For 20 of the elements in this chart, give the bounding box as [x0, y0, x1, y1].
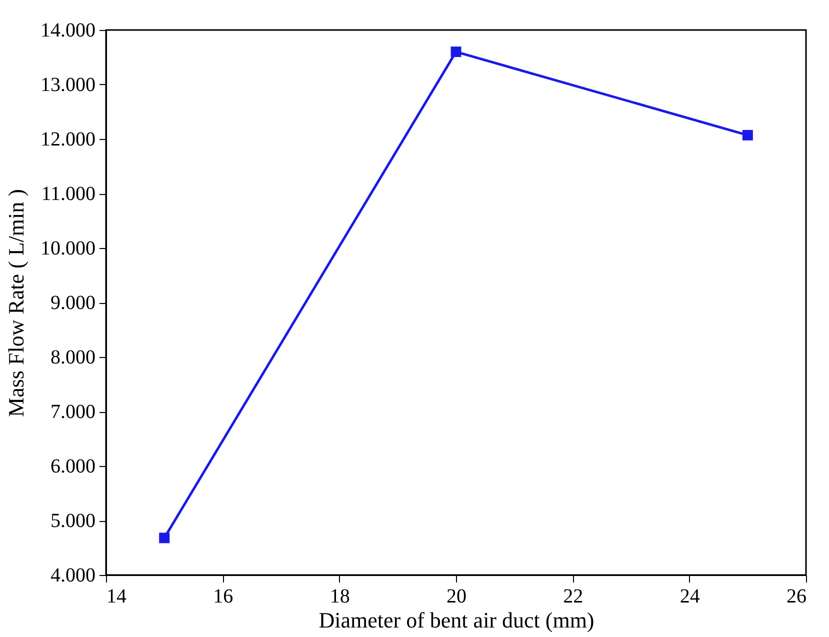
- x-tick-label: 16: [213, 586, 234, 608]
- y-tick-label: 4.000: [50, 564, 96, 586]
- y-tick-label: 13.000: [40, 74, 96, 96]
- y-tick-label: 12.000: [40, 128, 96, 150]
- x-tick-label: 20: [446, 586, 466, 608]
- y-tick-label: 11.000: [41, 183, 96, 205]
- y-axis-title: Mass Flow Rate ( L/min ): [4, 189, 28, 417]
- x-tick-label: 22: [563, 586, 584, 608]
- x-axis-title: Diameter of bent air duct (mm): [318, 608, 594, 632]
- y-tick-label: 6.000: [50, 456, 96, 478]
- y-tick-label: 9.000: [50, 292, 96, 314]
- x-tick-label: 14: [106, 586, 126, 608]
- x-tick-label: 26: [786, 586, 806, 608]
- x-tick-label: 18: [330, 586, 350, 608]
- y-tick-label: 5.000: [50, 510, 96, 532]
- y-tick-label: 8.000: [50, 346, 96, 368]
- y-tick-label: 7.000: [50, 401, 96, 423]
- x-tick-label: 24: [680, 586, 700, 608]
- y-tick-label: 14.000: [40, 20, 96, 42]
- y-tick-label: 10.000: [40, 238, 96, 260]
